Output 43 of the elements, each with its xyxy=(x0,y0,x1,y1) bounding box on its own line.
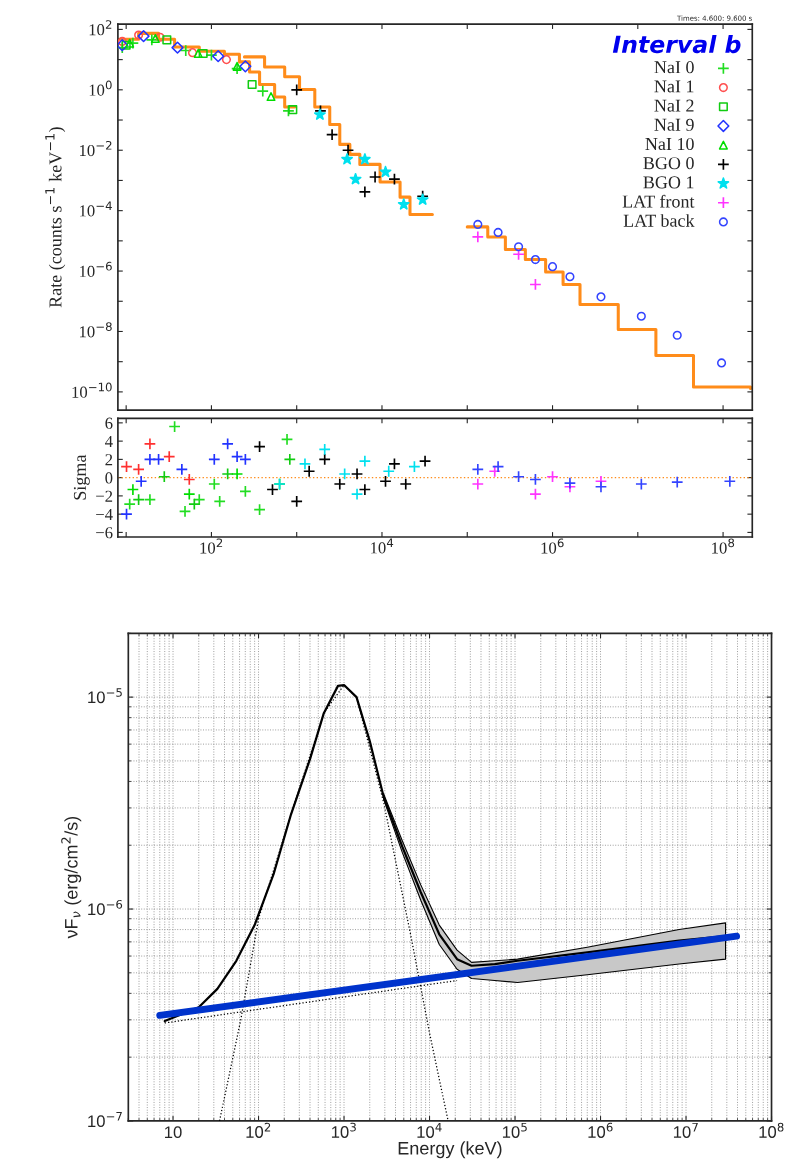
x-tick-label: 10$^{5}$ xyxy=(502,1122,527,1138)
legend-label: NaI 1 xyxy=(654,80,694,93)
legend-label: NaI 2 xyxy=(654,99,694,112)
y-tick-label: 4 xyxy=(105,435,113,447)
x-tick-label: 10$^{2}$ xyxy=(246,1122,271,1138)
y-tick-label: −2 xyxy=(96,490,113,502)
x-tick-label: 10 xyxy=(165,1126,182,1139)
legend-label: NaI 0 xyxy=(654,61,694,74)
y-tick-label: 10$^{−6}$ xyxy=(80,261,112,277)
y-tick-label: −4 xyxy=(96,508,113,520)
y-axis-title: νF$_{ν}$ (erg/cm$^{2}$/s) xyxy=(61,816,82,939)
y-tick-label: 10$^{2}$ xyxy=(89,20,112,36)
y-tick-label: 10$^{−2}$ xyxy=(80,140,112,157)
y-tick-label: 10$^{0}$ xyxy=(89,80,112,96)
x-tick-label: 10$^{8}$ xyxy=(759,1122,784,1138)
x-tick-label: 10$^{2}$ xyxy=(200,538,223,554)
x-tick-label: 10$^{6}$ xyxy=(541,538,564,554)
x-axis-title: Energy (keV) xyxy=(398,1141,502,1159)
legend-label: LAT front xyxy=(622,194,695,208)
y-tick-label: 10$^{−6}$ xyxy=(88,899,123,916)
y-tick-label: 0 xyxy=(105,472,113,484)
y-tick-label: 10$^{−10}$ xyxy=(72,382,112,398)
y-tick-label: 10$^{−4}$ xyxy=(80,201,112,217)
y-tick-label: 2 xyxy=(105,454,113,466)
x-tick-label: 10$^{4}$ xyxy=(417,1122,442,1138)
y-tick-label: 6 xyxy=(105,417,113,429)
x-tick-label: 10$^{7}$ xyxy=(673,1122,698,1138)
x-tick-label: 10$^{8}$ xyxy=(712,538,735,554)
y-tick-label: 10$^{−8}$ xyxy=(80,322,112,338)
legend-label: BGO 1 xyxy=(643,176,694,189)
x-tick-label: 10$^{3}$ xyxy=(331,1122,356,1138)
legend-title: Interval b xyxy=(612,34,741,54)
y-tick-label: 10$^{−7}$ xyxy=(88,1111,122,1128)
legend-label: NaI 10 xyxy=(645,137,694,151)
x-tick-label: 10$^{6}$ xyxy=(588,1122,613,1138)
y-tick-label: 10$^{−5}$ xyxy=(88,688,122,704)
y-tick-label: −6 xyxy=(96,527,113,539)
legend-label: BGO 0 xyxy=(643,157,694,170)
legend-label: LAT back xyxy=(623,214,695,227)
x-tick-label: 10$^{4}$ xyxy=(371,538,394,554)
y-axis-title: Rate (counts s$^{−1}$ keV$^{−1}$) xyxy=(45,127,66,308)
legend-label: NaI 9 xyxy=(654,118,694,131)
y-axis-title: Sigma xyxy=(73,454,90,500)
